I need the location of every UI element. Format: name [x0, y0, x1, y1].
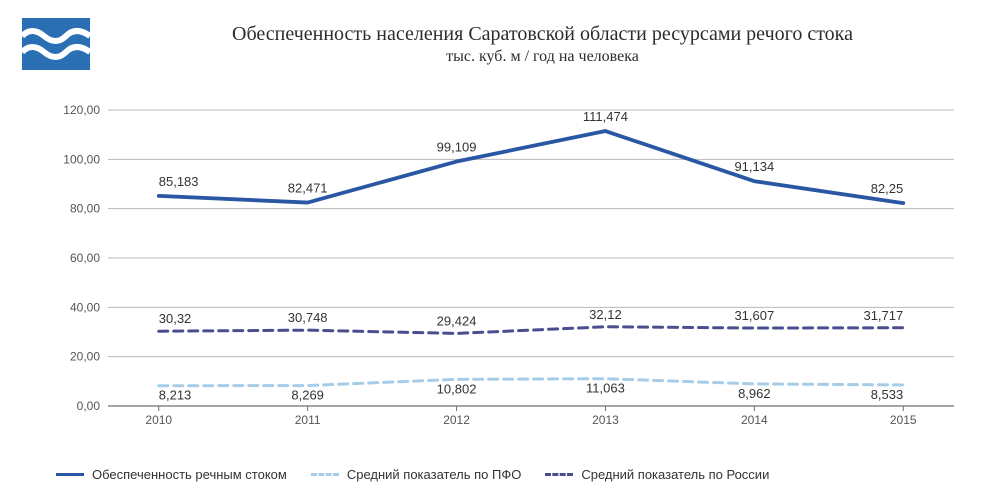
svg-text:2013: 2013: [592, 413, 619, 427]
svg-text:20,00: 20,00: [70, 350, 100, 364]
svg-text:2014: 2014: [741, 413, 768, 427]
line-chart: 0,00 20,00 40,00 60,00 80,00 100,00 120,00 2010…: [56, 96, 964, 434]
svg-text:31,717: 31,717: [863, 308, 903, 323]
svg-text:31,607: 31,607: [734, 308, 774, 323]
svg-text:29,424: 29,424: [437, 313, 477, 328]
svg-text:40,00: 40,00: [70, 300, 100, 314]
legend: Обеспеченность речным стоком Средний пока…: [56, 467, 964, 482]
legend-item: Средний показатель по России: [545, 467, 769, 482]
svg-text:120,00: 120,00: [63, 103, 100, 117]
svg-text:8,533: 8,533: [871, 387, 904, 402]
legend-label: Средний показатель по ПФО: [347, 467, 522, 482]
chart-title: Обеспеченность населения Саратовской обл…: [105, 22, 980, 46]
chart-container: Обеспеченность населения Саратовской обл…: [0, 0, 1000, 500]
legend-swatch: [311, 473, 339, 476]
chart-area: 0,00 20,00 40,00 60,00 80,00 100,00 120,00 2010…: [56, 96, 964, 434]
svg-text:30,32: 30,32: [159, 311, 192, 326]
svg-text:91,134: 91,134: [734, 159, 774, 174]
legend-label: Средний показатель по России: [581, 467, 769, 482]
svg-text:2015: 2015: [890, 413, 917, 427]
svg-text:8,962: 8,962: [738, 386, 771, 401]
svg-text:8,213: 8,213: [159, 388, 192, 403]
chart-subtitle: тыс. куб. м / год на человека: [105, 48, 980, 66]
svg-text:82,25: 82,25: [871, 181, 904, 196]
svg-text:2010: 2010: [145, 413, 172, 427]
svg-text:99,109: 99,109: [437, 140, 477, 155]
svg-text:60,00: 60,00: [70, 251, 100, 265]
legend-swatch: [56, 473, 84, 476]
legend-swatch: [545, 473, 573, 476]
svg-text:11,063: 11,063: [586, 381, 625, 396]
legend-label: Обеспеченность речным стоком: [92, 467, 287, 482]
svg-text:85,183: 85,183: [159, 174, 199, 189]
svg-text:10,802: 10,802: [437, 381, 477, 396]
svg-text:2011: 2011: [295, 413, 321, 427]
legend-item: Обеспеченность речным стоком: [56, 467, 287, 482]
svg-text:0,00: 0,00: [77, 399, 101, 413]
legend-item: Средний показатель по ПФО: [311, 467, 522, 482]
svg-text:32,12: 32,12: [589, 307, 622, 322]
svg-text:8,269: 8,269: [291, 388, 324, 403]
svg-text:82,471: 82,471: [288, 181, 328, 196]
logo: [22, 18, 90, 70]
svg-text:111,474: 111,474: [583, 109, 628, 124]
svg-text:100,00: 100,00: [63, 152, 100, 166]
title-block: Обеспеченность населения Саратовской обл…: [105, 22, 980, 66]
svg-text:30,748: 30,748: [288, 310, 328, 325]
svg-text:2012: 2012: [443, 413, 470, 427]
svg-text:80,00: 80,00: [70, 202, 100, 216]
